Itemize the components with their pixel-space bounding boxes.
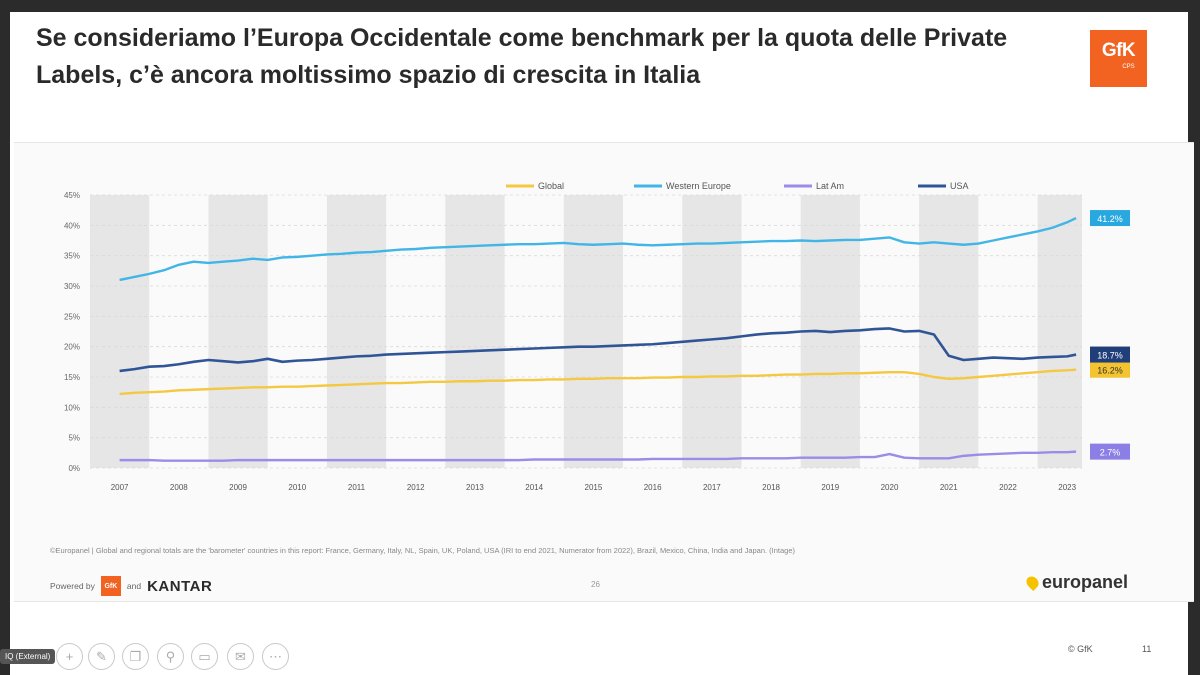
year-band [208, 195, 268, 468]
mail-icon[interactable]: ✉ [227, 643, 254, 670]
y-tick-label: 25% [64, 312, 80, 321]
series-line-global [119, 368, 1077, 396]
private-label-share-chart: 0% 5% 10% 15% 20% 25% 30% 35% 40% 45% 2007 2008 2009… [64, 181, 1130, 492]
more-icon[interactable]: ⋯ [262, 643, 289, 670]
x-tick-label: 2013 [466, 483, 484, 492]
year-band [326, 195, 387, 468]
year-band [445, 195, 505, 468]
series-line-usa [119, 327, 1077, 373]
series-line-lat-am [119, 450, 1077, 462]
europanel-logo: europanel [1024, 572, 1129, 593]
x-tick-label: 2023 [1058, 483, 1076, 492]
subtitles-icon[interactable]: ▭ [191, 643, 218, 670]
europanel-pin-icon [1024, 574, 1041, 591]
europanel-text: europanel [1042, 572, 1129, 592]
y-tick-label: 5% [68, 434, 80, 443]
end-badge-usa [1090, 346, 1130, 363]
x-tick-label: 2015 [585, 483, 603, 492]
legend-label: Global [538, 181, 564, 191]
y-tick-label: 40% [64, 221, 80, 230]
end-badge-lat-am [1090, 443, 1130, 460]
end-badge-global [1090, 361, 1130, 378]
x-tick-label: 2016 [644, 483, 662, 492]
zoom-icon[interactable]: ⚲ [157, 643, 184, 670]
end-label: 18.7% [1097, 351, 1123, 361]
powered-by-label: Powered by [50, 581, 95, 591]
x-tick-label: 2014 [525, 483, 543, 492]
series-line-western-europe [119, 216, 1077, 282]
x-tick-label: 2012 [407, 483, 425, 492]
gfk-logo: GfK CPS [1090, 30, 1147, 87]
kantar-logo: KANTAR [147, 577, 213, 595]
year-band [563, 195, 624, 468]
end-badge-western-europe [1090, 210, 1130, 227]
y-tick-label: 20% [64, 343, 80, 352]
gfk-mini-logo: GfK [100, 576, 121, 596]
copy-icon[interactable]: ❐ [122, 643, 149, 670]
x-tick-label: 2018 [762, 483, 780, 492]
x-tick-label: 2017 [703, 483, 721, 492]
end-label: 41.2% [1097, 214, 1123, 224]
x-tick-label: 2020 [881, 483, 899, 492]
legend-label: USA [950, 181, 969, 191]
year-band [682, 195, 742, 468]
gfk-logo-sub: CPS [1122, 64, 1135, 70]
year-band [90, 195, 150, 468]
end-label: 2.7% [1100, 448, 1121, 458]
powered-by: Powered by GfK and KANTAR [50, 576, 212, 596]
y-tick-label: 15% [64, 373, 80, 382]
legend-label: Lat Am [816, 181, 844, 191]
x-tick-label: 2021 [940, 483, 958, 492]
x-tick-label: 2008 [170, 483, 188, 492]
y-tick-label: 45% [64, 191, 80, 200]
x-tick-label: 2019 [821, 483, 839, 492]
copyright: © GfK [1068, 644, 1093, 654]
x-tick-label: 2009 [229, 483, 247, 492]
gfk-logo-text: GfK [1101, 40, 1136, 61]
slide-title: Se consideriamo l’Europa Occidentale com… [36, 24, 1008, 89]
x-tick-label: 2011 [348, 483, 366, 492]
slide-number: 11 [1142, 644, 1152, 654]
end-label: 16.2% [1097, 366, 1123, 376]
inner-page-number: 26 [591, 580, 600, 589]
and-label: and [126, 581, 142, 591]
x-tick-label: 2022 [999, 483, 1017, 492]
footnote: ©Europanel | Global and regional totals … [50, 546, 796, 555]
y-tick-label: 35% [64, 252, 80, 261]
legend-label: Western Europe [666, 181, 731, 191]
classification-tag: IQ (External) [0, 649, 56, 664]
pen-icon[interactable]: ✎ [88, 643, 115, 670]
year-band [1037, 195, 1082, 468]
year-band [919, 195, 979, 468]
x-tick-label: 2007 [111, 483, 129, 492]
x-tick-label: 2010 [288, 483, 306, 492]
y-tick-label: 30% [64, 282, 80, 291]
y-tick-label: 10% [64, 403, 80, 412]
y-tick-label: 0% [68, 464, 80, 473]
chart-panel: 0% 5% 10% 15% 20% 25% 30% 35% 40% 45% 2007 2008 2009… [14, 142, 1194, 602]
add-icon[interactable]: + [56, 643, 83, 670]
